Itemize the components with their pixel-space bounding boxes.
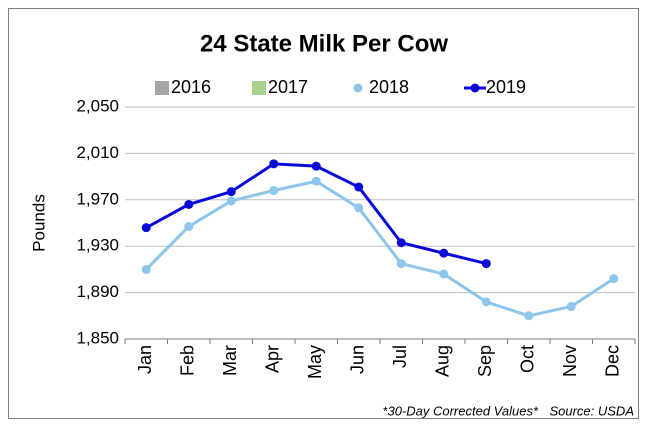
- data-point: [184, 221, 194, 231]
- data-point: [269, 186, 279, 196]
- data-point: [354, 182, 364, 192]
- data-point: [609, 274, 619, 284]
- x-tick-label: Feb: [178, 345, 198, 376]
- x-tick-label: Jan: [135, 345, 155, 374]
- data-point: [439, 269, 449, 279]
- data-point: [566, 302, 576, 312]
- data-point: [481, 297, 491, 307]
- data-point: [226, 187, 236, 197]
- y-axis-label: Pounds: [29, 194, 48, 252]
- x-tick-label: Mar: [220, 345, 240, 376]
- data-point: [141, 264, 151, 274]
- series-line: [145, 179, 615, 318]
- x-tick-label: May: [305, 345, 325, 379]
- legend-marker: [252, 81, 266, 95]
- data-point: [141, 223, 151, 233]
- data-point: [439, 248, 449, 258]
- legend-marker: [353, 83, 363, 93]
- legend-label: 2018: [369, 77, 409, 97]
- legend-label: 2019: [486, 77, 526, 97]
- chart-title: 24 State Milk Per Cow: [200, 30, 448, 57]
- x-tick-label: Aug: [433, 345, 453, 377]
- legend-label: 2017: [268, 77, 308, 97]
- chart-frame: [8, 8, 639, 419]
- y-tick-label: 1,930: [76, 236, 119, 255]
- x-tick-label: Sep: [475, 345, 495, 377]
- data-point: [354, 203, 364, 213]
- data-point: [226, 196, 236, 206]
- x-tick-label: Oct: [518, 345, 538, 373]
- x-tick-label: Jun: [348, 345, 368, 374]
- data-point: [269, 159, 279, 169]
- data-point: [396, 259, 406, 269]
- legend-marker: [155, 81, 169, 95]
- x-tick-label: Dec: [603, 345, 623, 377]
- data-point: [184, 199, 194, 209]
- annotation: Source: USDA: [549, 403, 634, 418]
- legend-marker: [470, 83, 480, 93]
- y-tick-label: 1,890: [76, 282, 119, 301]
- y-tick-label: 1,970: [76, 189, 119, 208]
- y-tick-label: 1,850: [76, 328, 119, 347]
- annotation: *30-Day Corrected Values*: [382, 403, 539, 418]
- x-tick-label: Nov: [560, 345, 580, 377]
- data-point: [481, 259, 491, 269]
- y-tick-label: 2,010: [76, 143, 119, 162]
- x-tick-label: Apr: [263, 345, 283, 373]
- y-tick-label: 2,050: [76, 96, 119, 115]
- data-point: [311, 176, 321, 186]
- x-tick-label: Jul: [390, 345, 410, 368]
- data-point: [311, 161, 321, 171]
- data-point: [396, 238, 406, 248]
- data-point: [524, 311, 534, 321]
- legend-label: 2016: [171, 77, 211, 97]
